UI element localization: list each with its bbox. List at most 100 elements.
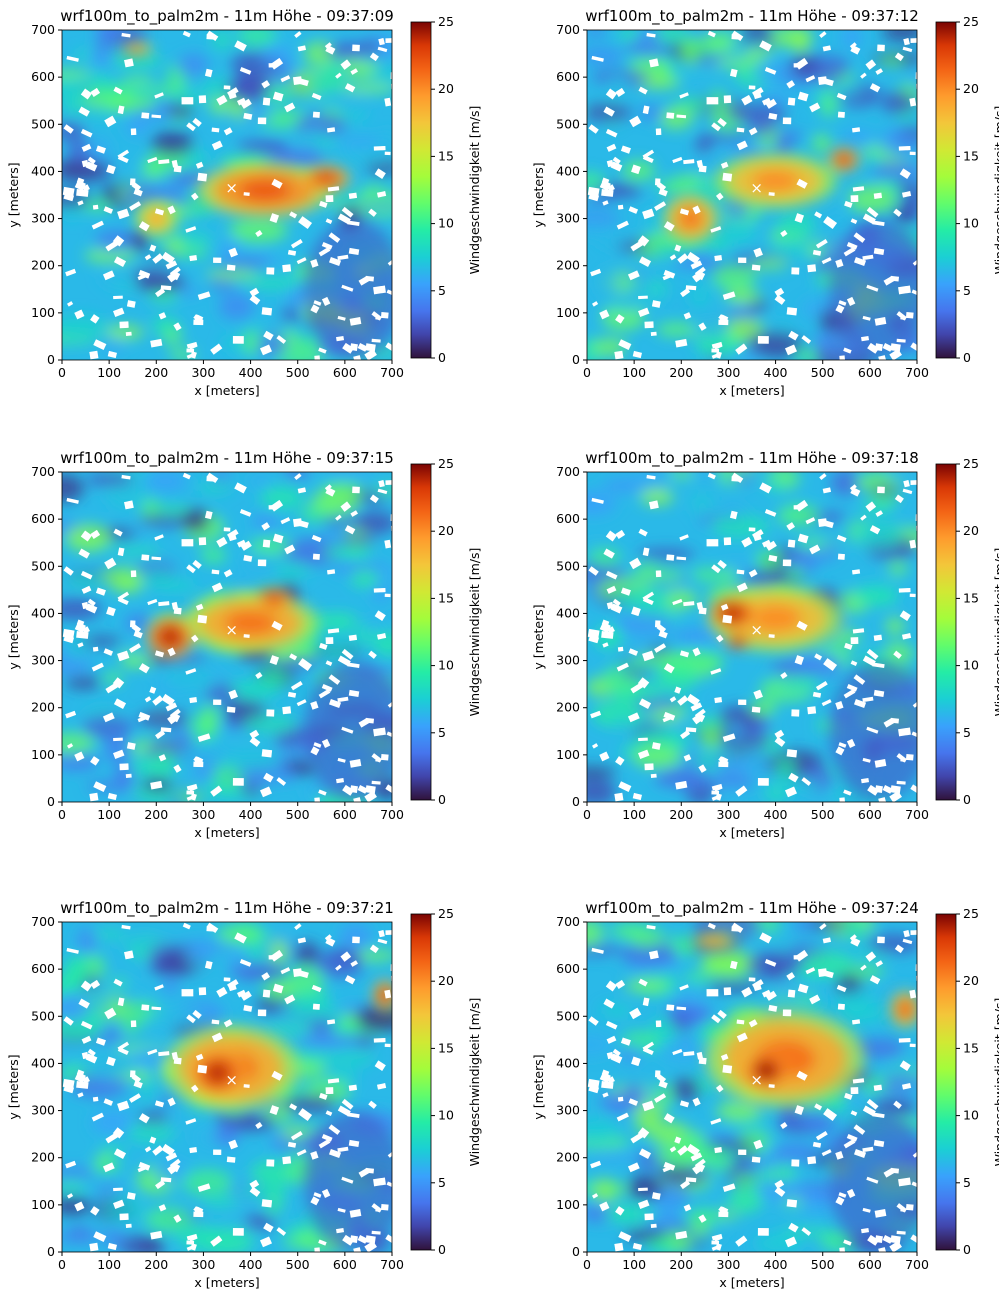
field-blob [778, 680, 821, 690]
building [669, 696, 677, 703]
building [129, 643, 142, 653]
building [683, 159, 695, 165]
building [817, 518, 828, 527]
building [112, 1127, 125, 1139]
building [313, 742, 322, 748]
building [899, 1060, 911, 1071]
building [761, 989, 772, 998]
heatmap-panel-2: × 0 100 200 300 400 500 600 700 0 100 200 300 400 500 6… [525, 0, 999, 410]
building [287, 691, 297, 698]
building [211, 127, 220, 133]
building [223, 569, 233, 578]
building [377, 46, 388, 53]
building [80, 1020, 93, 1030]
building [590, 268, 602, 277]
building [158, 1051, 170, 1057]
building [692, 273, 701, 283]
x-tick-label: 300 [716, 365, 740, 380]
building [90, 314, 100, 324]
building [680, 730, 691, 740]
heatmap-panel-6: × 0 100 200 300 400 500 600 700 0 100 200 300 400 500 6… [525, 892, 999, 1302]
building [805, 967, 816, 975]
field-blob [62, 654, 92, 675]
building [266, 267, 275, 275]
building [713, 1234, 723, 1242]
building [263, 330, 274, 341]
y-tick-label: 300 [556, 211, 580, 226]
building [796, 1070, 808, 1081]
building [181, 539, 194, 547]
field-blob [306, 72, 350, 96]
building [862, 213, 876, 225]
building [78, 548, 90, 559]
building [271, 178, 283, 189]
building [761, 97, 772, 106]
x-tick-label: 200 [144, 1257, 168, 1272]
building [147, 156, 158, 164]
heatmap-panel-5: × 0 100 200 300 400 500 600 700 0 100 200 300 400 500 6… [0, 892, 500, 1302]
building [350, 68, 358, 75]
building [751, 264, 761, 271]
building [898, 1037, 911, 1043]
building [768, 1084, 775, 1088]
x-axis-label: x [meters] [194, 825, 259, 840]
hotspot-core [224, 611, 277, 635]
building [683, 1204, 692, 1212]
building [328, 674, 341, 685]
building [342, 342, 355, 354]
building [853, 1124, 866, 1135]
building [190, 1084, 199, 1093]
building [630, 682, 643, 694]
building [843, 689, 856, 699]
building [185, 1118, 197, 1125]
building [591, 1193, 599, 1199]
building [610, 1053, 623, 1064]
building [325, 1087, 334, 1095]
building [793, 505, 802, 510]
building [654, 201, 667, 211]
building [748, 127, 758, 136]
field-blob [62, 1167, 98, 1178]
building [707, 922, 716, 930]
building [838, 742, 847, 748]
field-blob [776, 777, 821, 790]
y-tick-label: 200 [31, 1150, 55, 1165]
building [765, 540, 777, 551]
building [103, 206, 114, 214]
building [638, 1148, 652, 1159]
building [872, 1112, 885, 1118]
colorbar-tick-label: 10 [963, 1108, 979, 1123]
colorbar [935, 463, 957, 801]
building [310, 304, 320, 314]
building [113, 86, 123, 95]
building [125, 331, 132, 337]
building [696, 601, 704, 610]
hotspot-core [899, 1002, 912, 1017]
colorbar-tick-label: 15 [438, 590, 454, 605]
building [607, 184, 615, 192]
building [341, 206, 354, 218]
building [165, 702, 178, 712]
building [314, 797, 321, 802]
building [915, 964, 917, 972]
y-tick-label: 200 [556, 258, 580, 273]
building [774, 294, 786, 305]
y-tick-label: 500 [31, 1008, 55, 1023]
field-blob [176, 743, 229, 765]
colorbar-tick-label: 20 [963, 973, 979, 988]
building [150, 780, 163, 790]
building [632, 792, 642, 801]
building [87, 598, 96, 607]
building [718, 756, 729, 767]
building [213, 699, 222, 705]
hotspot-core [161, 628, 180, 646]
building [658, 630, 668, 639]
building [852, 628, 865, 634]
building [268, 955, 277, 960]
building [280, 517, 291, 525]
field-blob [588, 547, 621, 567]
y-tick-label: 700 [556, 464, 580, 479]
building [385, 342, 392, 351]
colorbar-tick-label: 10 [963, 216, 979, 231]
building [590, 710, 602, 719]
